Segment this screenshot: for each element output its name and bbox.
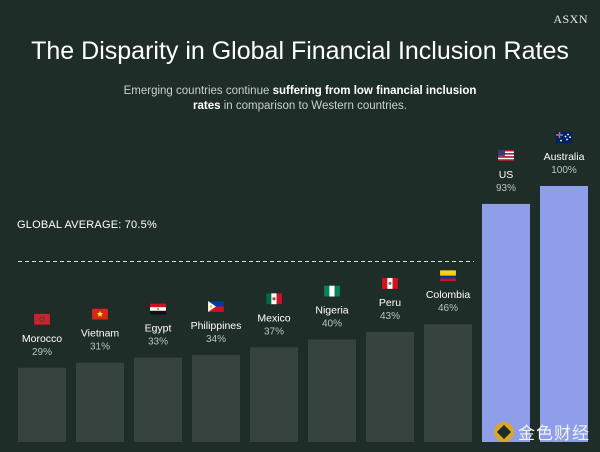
category-label-us: US	[499, 169, 514, 181]
category-label-vietnam: Vietnam	[81, 328, 120, 340]
value-label-australia: 100%	[551, 165, 577, 176]
bar-vietnam	[76, 362, 124, 442]
category-label-peru: Peru	[379, 297, 401, 309]
value-label-egypt: 33%	[148, 337, 168, 348]
watermark: 金色财经	[494, 419, 590, 444]
category-label-australia: Australia	[544, 151, 585, 163]
value-label-morocco: 29%	[32, 347, 52, 358]
chart-title: The Disparity in Global Financial Inclus…	[31, 37, 569, 65]
watermark-logo-icon	[494, 421, 514, 442]
value-label-mexico: 37%	[264, 326, 284, 337]
value-label-peru: 43%	[380, 311, 400, 322]
value-label-philippines: 34%	[206, 334, 226, 345]
bar-colombia	[424, 324, 472, 442]
colombia-flag-icon	[439, 270, 457, 282]
bar-australia	[540, 186, 588, 442]
bar-nigeria	[308, 339, 356, 442]
bar-us	[482, 203, 530, 442]
bar-morocco	[18, 367, 66, 442]
value-label-colombia: 46%	[438, 303, 458, 314]
value-label-vietnam: 31%	[90, 342, 110, 353]
bar-philippines	[192, 354, 240, 442]
us-flag-icon	[497, 149, 515, 162]
global-average-label: GLOBAL AVERAGE: 70.5%	[17, 219, 157, 231]
chart-subtitle: Emerging countries continue suffering fr…	[0, 84, 600, 114]
bar-peru	[366, 331, 414, 442]
philippines-flag-icon	[207, 300, 225, 313]
nigeria-flag-icon	[323, 285, 341, 297]
bar-egypt	[134, 357, 182, 442]
watermark-text: 金色财经	[518, 424, 590, 444]
subtitle-text: Emerging countries continue	[123, 85, 273, 97]
category-label-nigeria: Nigeria	[315, 305, 348, 317]
bar-mexico	[250, 347, 298, 442]
category-label-morocco: Morocco	[22, 333, 62, 345]
australia-flag-icon	[555, 131, 573, 144]
subtitle-emphasis: suffering from low financial inclusion	[272, 85, 477, 97]
value-label-nigeria: 40%	[322, 319, 342, 330]
category-label-colombia: Colombia	[426, 289, 471, 301]
category-label-philippines: Philippines	[191, 320, 242, 332]
mexico-flag-icon	[265, 293, 283, 305]
value-label-us: 93%	[496, 183, 516, 194]
egypt-flag-icon	[149, 303, 167, 315]
subtitle-text: in comparison to Western countries.	[220, 100, 407, 112]
category-label-mexico: Mexico	[257, 312, 290, 324]
subtitle-emphasis: rates	[193, 100, 221, 112]
peru-flag-icon	[381, 277, 399, 290]
vietnam-flag-icon	[91, 308, 109, 320]
category-label-egypt: Egypt	[145, 323, 172, 335]
morocco-flag-icon	[33, 313, 51, 325]
brand-logo: ASXN	[553, 12, 588, 26]
